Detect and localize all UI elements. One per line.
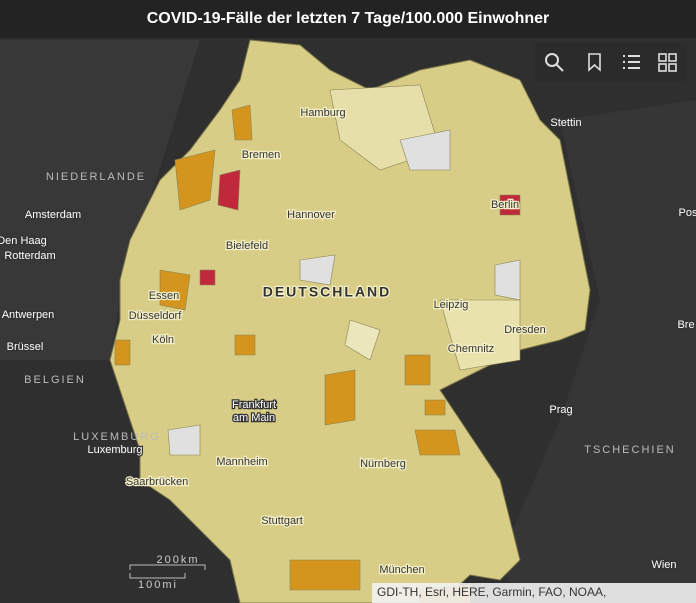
title-bar [0,0,696,38]
city-label: Antwerpen [2,309,55,321]
district [299,254,336,286]
neighbor-land [0,40,200,360]
district [399,129,451,171]
district [234,334,256,356]
district [167,424,201,456]
city-label: Luxemburg [87,444,142,456]
country-label: DEUTSCHLAND [263,284,392,300]
district [344,319,381,361]
city-label: Essen [149,290,180,302]
attribution-bg [372,583,696,603]
city-label: Mannheim [216,456,267,468]
bookmark-button[interactable] [588,53,601,72]
district [499,194,521,216]
legend-button[interactable] [623,55,640,69]
district [159,269,191,311]
city-label: Bielefeld [226,240,268,252]
district [424,399,446,416]
city-label: Dresden [504,324,546,336]
toolbar [535,43,687,81]
district [324,369,356,426]
city-label: Bre [677,319,694,331]
attribution: GDI-TH, Esri, HERE, Garmin, FAO, NOAA, [377,585,606,599]
basemap-button[interactable] [658,53,677,72]
city-label: Leipzig [434,299,469,311]
district [404,354,431,386]
district [174,149,216,211]
district [114,339,131,366]
scale-km: 200km [156,554,199,566]
city-label: Bremen [242,149,281,161]
toolbar-bg [535,43,687,81]
city-label: Hannover [287,209,335,221]
country-label: LUXEMBURG [73,431,161,443]
district [199,269,216,286]
city-label: Berlin [491,199,519,211]
city-label: Amsterdam [25,209,81,221]
city-label: Brüssel [7,341,44,353]
city-label: Den Haag [0,235,47,247]
city-label: Prag [549,404,572,416]
district [231,104,253,141]
city-label: München [379,564,424,576]
city-label: Stettin [550,117,581,129]
city-label: Hamburg [300,107,345,119]
city-label: Stuttgart [261,515,303,527]
title: COVID-19-Fälle der letzten 7 Tage/100.00… [147,10,550,27]
country-label: TSCHECHIEN [584,444,676,456]
city-label: Köln [152,334,174,346]
city-label: Saarbrücken [126,476,188,488]
neighbor-land [500,100,696,603]
district [494,259,521,301]
city-label: Düsseldorf [129,310,183,322]
district [439,299,521,371]
city-label: Pos [679,207,696,219]
city-label: Rotterdam [4,250,55,262]
country-label: BELGIEN [24,374,86,386]
city-label: Frankfurt [232,399,276,411]
district [289,559,361,591]
scale-bar [129,564,206,579]
country-label: NIEDERLANDE [46,171,146,183]
district [414,429,461,456]
district [217,169,241,211]
city-label: Wien [651,559,676,571]
scale-mi: 100mi [138,579,178,591]
city-label: Chemnitz [448,343,494,355]
city-label: am Main [233,412,275,424]
search-button[interactable] [545,53,564,72]
city-label: Nürnberg [360,458,406,470]
